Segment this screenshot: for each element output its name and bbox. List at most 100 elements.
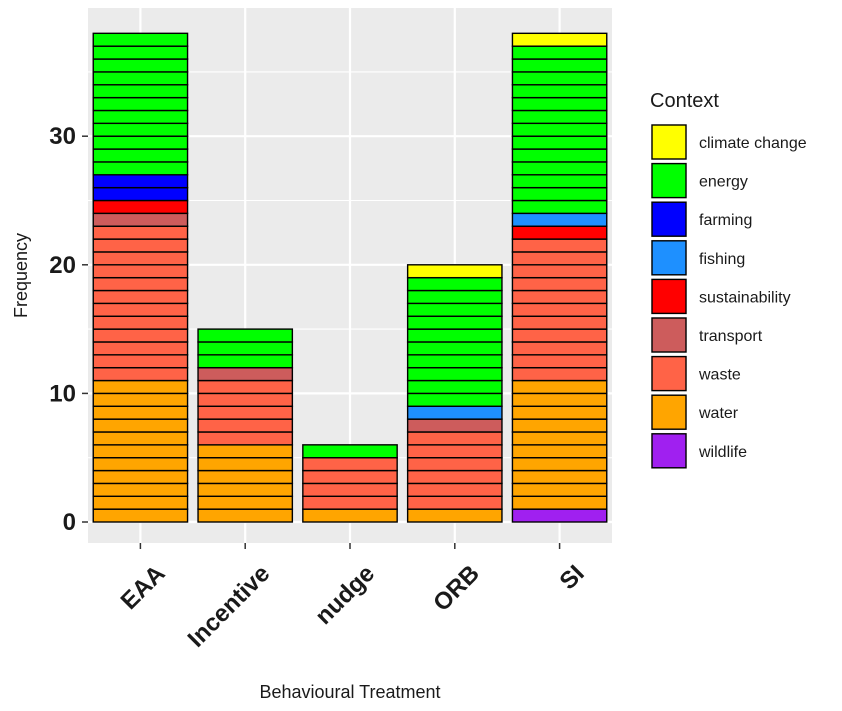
- bar-segment-waste: [511, 289, 608, 305]
- bar-segment-water: [92, 444, 189, 459]
- bar-segment-waste: [92, 238, 189, 253]
- bar-segment-energy: [92, 122, 189, 137]
- bar-segment-energy: [197, 354, 294, 369]
- bar-segment-water: [511, 405, 608, 420]
- bar-segment-energy: [511, 135, 608, 150]
- bar-segment-waste: [92, 315, 189, 330]
- bar-segment-energy: [511, 174, 608, 189]
- bar-segment-water: [92, 457, 189, 472]
- legend-swatch-energy: [651, 162, 687, 199]
- bar-segment-water: [197, 482, 294, 497]
- legend-label: water: [698, 405, 739, 422]
- bar-segment-waste: [511, 315, 608, 330]
- bar-segment-water: [92, 405, 189, 420]
- bar-segment-energy: [511, 58, 608, 73]
- bar-segment-water: [406, 508, 503, 523]
- bar-segment-waste: [92, 264, 189, 279]
- bar-segment-energy: [406, 302, 503, 317]
- legend-label: waste: [698, 367, 741, 384]
- legend-label: farming: [699, 212, 752, 229]
- legend-swatch-sustainability: [651, 278, 687, 315]
- bar-segment-energy: [92, 96, 189, 112]
- bar-segment-fishing: [406, 405, 503, 420]
- bar-segment-waste: [92, 276, 189, 292]
- bar-segment-water: [511, 444, 608, 459]
- bar-segment-water: [92, 431, 189, 446]
- bar-segment-energy: [92, 32, 189, 47]
- bar-segment-energy: [511, 71, 608, 86]
- bar-segment-waste: [302, 469, 398, 485]
- y-axis-title: Frequency: [11, 233, 31, 318]
- legend: Context climate change energy farming fishi…: [650, 90, 807, 469]
- bar-segment-energy: [92, 71, 189, 86]
- bar-segment-energy: [92, 161, 189, 176]
- bar-segment-energy: [302, 444, 398, 459]
- bar-segment-water: [511, 392, 608, 407]
- x-tick-label: EAA: [116, 560, 171, 615]
- bar-segment-energy: [406, 289, 503, 305]
- bar-segment-waste: [197, 431, 294, 446]
- bar-segment-water: [92, 495, 189, 510]
- x-tick-label: Incentive: [183, 560, 276, 653]
- bar-segment-climate-change: [511, 32, 608, 47]
- bar-segment-waste: [92, 289, 189, 305]
- bar-segment-waste: [511, 302, 608, 317]
- bar-segment-energy: [511, 148, 608, 163]
- bar-segment-water: [197, 469, 294, 485]
- legend-label: transport: [699, 328, 763, 345]
- bar-segment-water: [511, 457, 608, 472]
- bar-segment-energy: [511, 199, 608, 215]
- bar-segment-transport: [92, 212, 189, 227]
- bar-segment-energy: [406, 341, 503, 356]
- bar-segment-energy: [197, 341, 294, 356]
- bar-segment-energy: [511, 122, 608, 137]
- bar-segment-energy: [406, 315, 503, 330]
- y-tick-label: 30: [49, 123, 76, 150]
- bar-segment-waste: [92, 302, 189, 317]
- bar-segment-waste: [511, 276, 608, 292]
- bar-segment-waste: [302, 457, 398, 472]
- bar-segment-water: [92, 379, 189, 395]
- y-tick-label: 20: [49, 252, 76, 279]
- y-tick-label: 0: [63, 509, 76, 536]
- bar-segment-water: [511, 495, 608, 510]
- bar-segment-water: [302, 508, 398, 523]
- bar-segment-water: [511, 469, 608, 485]
- bar-segment-waste: [511, 238, 608, 253]
- bar-segment-waste: [406, 444, 503, 459]
- bar-segment-waste: [406, 469, 503, 485]
- bar-segment-waste: [406, 495, 503, 510]
- bar-segment-energy: [92, 109, 189, 125]
- bar-segment-waste: [92, 251, 189, 266]
- bar-segment-energy: [406, 379, 503, 395]
- legend-swatch-waste: [651, 355, 687, 392]
- bar-segment-energy: [511, 45, 608, 60]
- bar-segment-waste: [406, 482, 503, 497]
- bar-segment-waste: [197, 418, 294, 433]
- bar-segment-energy: [197, 328, 294, 343]
- bar-segment-waste: [92, 328, 189, 343]
- bar-segment-waste: [302, 482, 398, 497]
- legend-label: wildlife: [698, 444, 747, 461]
- bar-segment-waste: [92, 354, 189, 369]
- legend-swatch-fishing: [651, 240, 687, 276]
- bar-segment-energy: [92, 148, 189, 163]
- bar-segment-waste: [511, 354, 608, 369]
- legend-swatch-water: [651, 394, 687, 430]
- x-tick-label: ORB: [428, 560, 485, 617]
- bar-segment-energy: [511, 109, 608, 125]
- bar-segment-waste: [511, 328, 608, 343]
- y-axis-ticks: 0 10 20 30: [49, 123, 88, 536]
- bar-segment-water: [511, 418, 608, 433]
- legend-label: energy: [699, 174, 748, 191]
- x-axis-ticks: EAA Incentive nudge ORB SI: [116, 543, 590, 653]
- bar-segment-water: [511, 482, 608, 497]
- bar-segment-climate-change: [406, 264, 503, 279]
- bar-segment-farming: [92, 174, 189, 189]
- bar-segment-fishing: [511, 212, 608, 227]
- bar-segment-energy: [406, 392, 503, 407]
- bar-segment-sustainability: [92, 199, 189, 215]
- legend-label: fishing: [699, 251, 745, 268]
- bar-segment-waste: [197, 392, 294, 407]
